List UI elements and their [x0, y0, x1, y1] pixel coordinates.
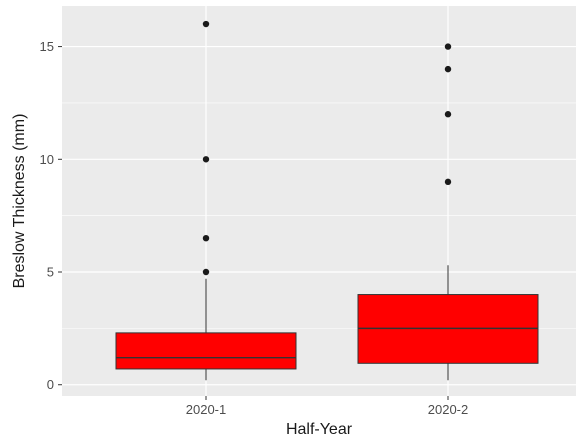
- box-group-2020-1: [115, 20, 297, 381]
- outlier-point: [444, 43, 452, 50]
- y-axis-title: Breslow Thickness (mm): [11, 114, 28, 289]
- outlier-point: [444, 65, 452, 73]
- y-tick-label: 15: [40, 39, 54, 54]
- x-axis-title: Half-Year: [286, 421, 353, 438]
- x-tick-label: 2020-2: [428, 402, 468, 417]
- box-iqr: [115, 332, 297, 370]
- y-tick-label: 10: [40, 152, 54, 167]
- box-group-2020-2: [357, 43, 539, 381]
- tick-layer: 0 5 10 15 2020-1 2020-2: [40, 39, 469, 417]
- y-tick-label: 0: [47, 377, 54, 392]
- outlier-point: [202, 156, 210, 163]
- outlier-point: [444, 111, 452, 118]
- x-tick-label: 2020-1: [186, 402, 226, 417]
- outlier-point: [202, 268, 210, 276]
- outlier-point: [202, 234, 210, 242]
- box-layer: [115, 20, 539, 381]
- outlier-point: [444, 178, 452, 186]
- y-tick-label: 5: [47, 265, 54, 280]
- outlier-point: [202, 20, 210, 28]
